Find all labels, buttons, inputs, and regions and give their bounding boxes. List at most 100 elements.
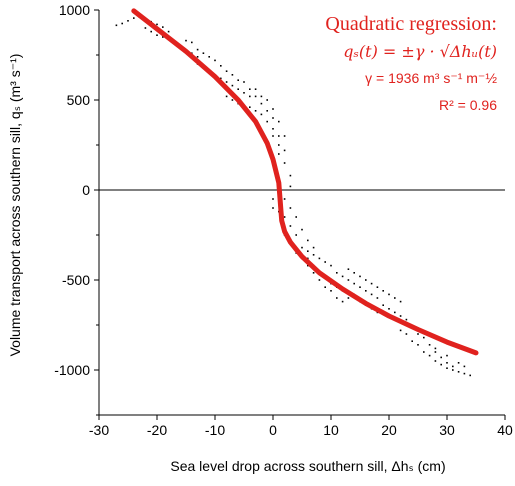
data-point — [324, 261, 326, 263]
annotation-formula: qₛ(t) = ±γ · √Δhᵤ(t) — [343, 42, 497, 61]
data-point — [295, 234, 297, 236]
data-point — [283, 216, 286, 218]
data-point — [162, 36, 164, 38]
data-point — [428, 344, 431, 346]
data-point — [272, 117, 274, 119]
y-tick-label: 1000 — [59, 2, 90, 18]
data-point — [196, 56, 199, 58]
data-point — [115, 24, 118, 27]
data-point — [330, 264, 332, 267]
data-point — [225, 95, 228, 98]
data-point — [133, 17, 135, 19]
data-point — [220, 65, 222, 67]
data-point — [144, 27, 147, 29]
data-point — [417, 333, 419, 335]
data-point — [428, 354, 431, 357]
data-point — [266, 99, 268, 101]
annotation-gamma: γ = 1936 m³ s⁻¹ m⁻½ — [365, 70, 497, 86]
data-point — [370, 282, 373, 285]
data-point — [254, 88, 257, 90]
x-tick-label: -20 — [147, 422, 167, 438]
y-axis-title: Volume transport across southern sill, q… — [7, 54, 23, 357]
data-point — [370, 293, 373, 296]
data-point — [376, 297, 379, 299]
y-tick-label: -1000 — [54, 362, 90, 378]
data-point — [336, 272, 338, 274]
regression-curve — [131, 8, 479, 356]
data-point — [330, 290, 332, 292]
data-point — [283, 149, 286, 152]
data-point — [220, 77, 222, 80]
data-point — [249, 88, 251, 90]
data-point — [446, 367, 448, 369]
data-point — [289, 207, 292, 209]
data-point — [457, 371, 460, 373]
data-point — [225, 81, 228, 83]
data-point — [440, 363, 442, 366]
data-point — [463, 372, 466, 375]
x-tick-label: -30 — [89, 422, 109, 438]
data-point — [208, 56, 210, 58]
data-point — [283, 135, 286, 137]
data-point — [225, 70, 228, 72]
data-point — [341, 275, 344, 278]
data-point — [452, 369, 454, 371]
data-point — [440, 356, 442, 359]
data-point — [289, 225, 292, 227]
data-point — [266, 120, 268, 123]
data-point — [318, 257, 321, 260]
y-tick-label: 500 — [67, 92, 91, 108]
data-point — [260, 113, 263, 116]
data-point — [434, 360, 437, 362]
data-point — [150, 30, 152, 33]
data-point — [399, 300, 402, 303]
data-point — [318, 279, 321, 281]
data-point — [301, 246, 303, 249]
data-point — [382, 290, 384, 292]
data-point — [272, 198, 274, 200]
data-point — [185, 39, 187, 42]
data-point — [446, 362, 448, 364]
data-point — [272, 135, 274, 137]
data-point — [341, 300, 344, 303]
data-point — [452, 365, 454, 368]
data-point — [167, 30, 170, 33]
data-point — [237, 88, 239, 90]
data-point — [191, 41, 193, 44]
data-point — [231, 84, 234, 87]
data-point — [127, 20, 129, 22]
data-point — [156, 23, 158, 26]
data-point — [405, 318, 408, 321]
data-point — [272, 108, 274, 110]
data-point — [289, 174, 292, 177]
data-point — [266, 110, 268, 112]
data-point — [312, 246, 315, 249]
data-point — [272, 128, 274, 130]
data-point — [260, 102, 263, 105]
data-point — [388, 308, 390, 310]
data-point — [312, 272, 315, 274]
data-point — [278, 144, 280, 146]
data-point — [278, 120, 280, 123]
data-point — [156, 34, 158, 36]
data-point — [231, 99, 234, 101]
data-point — [423, 336, 425, 339]
data-point — [260, 95, 263, 98]
data-point — [411, 340, 413, 342]
data-point — [399, 315, 402, 317]
data-point — [434, 351, 437, 353]
data-point — [214, 59, 216, 62]
data-point — [359, 275, 361, 278]
data-point — [382, 304, 384, 306]
y-tick-label: -500 — [62, 272, 90, 288]
data-point — [463, 365, 466, 368]
data-point — [376, 286, 379, 288]
data-point — [243, 92, 245, 94]
data-point — [394, 311, 396, 314]
x-tick-label: 10 — [323, 422, 339, 438]
axes: -30 -20 -10 0 10 20 30 40 1000 500 0 -500 -1000 — [54, 2, 513, 438]
x-axis-title: Sea level drop across southern sill, Δhₛ… — [170, 458, 445, 474]
x-tick-label: 30 — [439, 422, 455, 438]
data-point — [347, 297, 350, 299]
